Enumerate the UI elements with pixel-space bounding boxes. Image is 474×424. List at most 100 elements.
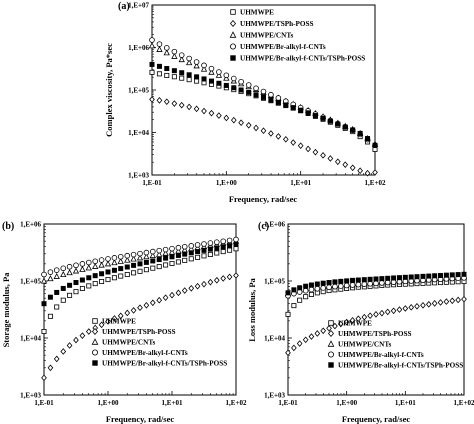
panel-b-point-series-2: [124, 256, 131, 263]
panel-c-point-series-1: [455, 296, 461, 304]
panel-a-point-series-3: [238, 78, 244, 85]
panel-c-point-series-1: [379, 309, 385, 317]
panel-a-point-series-4: [290, 105, 296, 111]
panel-c-point-series-4: [344, 278, 350, 284]
panel-a-point-series-1: [230, 116, 237, 124]
panel-c-point-series-1: [285, 349, 291, 357]
panel-b-point-series-3: [117, 253, 124, 260]
panel-c-point-series-4: [385, 275, 391, 281]
panel-a-point-series-1: [364, 169, 371, 177]
panel-b-point-series-0: [131, 270, 137, 276]
panel-a-point-series-1: [327, 155, 334, 162]
panel-c-point-series-4: [320, 280, 326, 286]
panel-b-point-series-0: [137, 268, 143, 274]
panel-b-legend-label-1: UHMWPE/TSPh-POSS: [102, 328, 175, 336]
panel-b-point-series-4: [207, 246, 213, 252]
panel-c-point-series-1: [349, 317, 356, 324]
panel-b-point-series-2: [72, 267, 80, 274]
panel-b-point-series-3: [130, 251, 137, 258]
panel-c-point-series-1: [291, 344, 297, 352]
panel-b-x-tick-label: 1,E-01: [34, 399, 54, 407]
panel-a-point-series-1: [349, 164, 356, 172]
panel-c-point-series-0: [303, 294, 309, 300]
panel-b-point-series-3: [98, 257, 105, 263]
panel-b-point-series-3: [73, 262, 79, 269]
panel-c-point-series-1: [402, 305, 409, 312]
panel-c-point-series-1: [420, 301, 426, 309]
panel-c-y-tick-label: 1,E+03: [264, 392, 285, 400]
panel-a-point-series-2: [156, 45, 163, 52]
panel-b-point-series-0: [111, 275, 117, 281]
panel-a-point-series-4: [298, 107, 304, 113]
panel-b-x-tick-label: 1,E+00: [98, 399, 119, 407]
panel-b-point-series-0: [188, 256, 194, 262]
panel-b-point-series-1: [117, 312, 124, 320]
panel-b-point-series-3: [85, 259, 92, 266]
panel-c-point-series-1: [320, 327, 327, 335]
panel-a-point-series-4: [327, 118, 333, 124]
panel-a-point-series-1: [253, 124, 259, 132]
panel-c-point-series-3: [337, 283, 344, 289]
panel-a-point-series-1: [372, 169, 378, 176]
panel-b-legend-label-4: UHMWPE/Br-alkyl-f-CNTs/TSPh-POSS: [102, 360, 227, 368]
panel-a-point-series-1: [216, 112, 222, 119]
panel-b-point-series-1: [233, 272, 239, 279]
panel-c-y-tick-label: 1,E+06: [264, 221, 285, 229]
panel-b-point-series-2: [40, 277, 48, 284]
panel-b-point-series-0: [220, 249, 226, 255]
panel-b-point-series-0: [86, 283, 92, 289]
panel-a-point-series-3: [171, 48, 178, 55]
panel-b-point-series-2: [104, 260, 112, 267]
panel-c-point-series-0: [291, 303, 297, 309]
panel-b-label: (b): [2, 221, 14, 232]
panel-a-legend-label-1: UHMWPE/TSPh-POSS: [240, 20, 313, 28]
panel-b-point-series-4: [214, 245, 220, 251]
panel-b-point-series-3: [92, 258, 99, 265]
panel-c-point-series-4: [391, 275, 397, 281]
panel-a-point-series-1: [223, 114, 230, 122]
panel-c-legend-label-0: UHMWPE: [338, 320, 372, 328]
panel-c-plot-frame: [287, 223, 465, 396]
panel-c-point-series-1: [449, 297, 456, 305]
panel-a-point-series-1: [268, 130, 274, 137]
panel-b-point-series-1: [188, 284, 195, 292]
panel-b-point-series-1: [53, 355, 60, 363]
panel-a-point-series-1: [275, 133, 282, 140]
panel-a-point-series-2: [200, 65, 208, 72]
panel-b-point-series-2: [156, 250, 163, 257]
panel-b-point-series-1: [137, 304, 143, 312]
panel-c-x-tick-label: 1,E-01: [278, 399, 298, 407]
panel-c-point-series-1: [390, 307, 397, 315]
panel-b-y-tick-label: 1,E+06: [20, 221, 41, 229]
panel-c-point-series-1: [373, 311, 379, 318]
panel-b-point-series-3: [149, 248, 156, 255]
panel-a-legend-marker-3: [229, 43, 236, 50]
panel-b-point-series-1: [149, 299, 156, 307]
panel-c-point-series-4: [355, 277, 361, 283]
panel-b-point-series-0: [143, 267, 149, 273]
panel-a-point-series-4: [320, 115, 326, 121]
panel-b-point-series-4: [92, 273, 98, 279]
panel-a-point-series-4: [208, 78, 214, 84]
panel-b-point-series-0: [73, 289, 79, 295]
panel-a-point-series-1: [156, 97, 163, 104]
panel-a-point-series-1: [245, 121, 252, 129]
panel-b-point-series-0: [105, 277, 111, 283]
panel-c-point-series-1: [408, 304, 415, 311]
panel-b-legend-marker-0: [92, 318, 98, 324]
panel-c-legend-marker-4: [328, 362, 334, 368]
panel-a-point-series-3: [268, 91, 274, 98]
panel-a-point-series-1: [163, 98, 170, 106]
panel-b-point-series-4: [220, 244, 226, 250]
panel-a-label: (a): [118, 1, 130, 12]
panel-a-point-series-3: [253, 85, 259, 92]
panel-b-point-series-0: [182, 257, 188, 263]
panel-b-point-series-1: [175, 289, 182, 297]
panel-b-point-series-4: [47, 294, 53, 300]
panel-a-x-tick-label: 1,E+01: [290, 179, 311, 187]
panel-b-point-series-4: [169, 254, 175, 260]
panel-b-point-series-3: [188, 243, 195, 249]
panel-c-point-series-3: [320, 285, 326, 291]
panel-c-point-series-4: [379, 276, 385, 282]
